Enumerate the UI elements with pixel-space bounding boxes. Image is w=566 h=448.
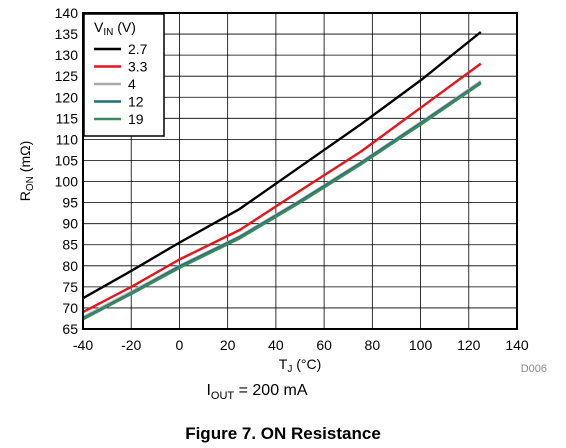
y-tick-label: 115 xyxy=(56,110,79,126)
x-tick-label: 20 xyxy=(220,337,236,353)
legend-label-12: 12 xyxy=(128,94,144,110)
figure-code: D006 xyxy=(521,363,547,375)
legend-title: VIN (V) xyxy=(94,19,136,38)
y-tick-label: 140 xyxy=(55,5,79,21)
y-tick-label: 135 xyxy=(55,26,79,42)
x-tick-label: 60 xyxy=(316,337,332,353)
y-axis-label: RON (mΩ) xyxy=(17,141,36,201)
y-tick-label: 120 xyxy=(55,89,79,105)
figure-caption: Figure 7. ON Resistance xyxy=(185,424,381,443)
legend-label-4: 4 xyxy=(128,76,136,92)
x-axis-label: TJ (°C) xyxy=(279,356,322,375)
series-line-2.7 xyxy=(82,31,482,300)
y-tick-label: 100 xyxy=(55,174,79,190)
x-tick-label: 0 xyxy=(176,337,184,353)
y-tick-label: 110 xyxy=(56,131,79,147)
y-tick-label: 75 xyxy=(62,279,78,295)
x-tick-label: 120 xyxy=(457,337,481,353)
y-tick-label: 90 xyxy=(62,216,78,232)
y-tick-label: 105 xyxy=(55,152,79,168)
y-tick-label: 95 xyxy=(62,195,78,211)
x-tick-label: 80 xyxy=(365,337,381,353)
y-tick-label: 70 xyxy=(62,300,78,316)
test-condition: IOUT = 200 mA xyxy=(206,382,308,403)
legend-label-3.3: 3.3 xyxy=(128,59,148,75)
x-tick-label: 100 xyxy=(409,337,433,353)
legend-label-2.7: 2.7 xyxy=(128,41,148,57)
y-tick-label: 80 xyxy=(62,258,78,274)
y-tick-label: 85 xyxy=(62,237,78,253)
x-tick-label: -40 xyxy=(73,337,93,353)
x-tick-label: -20 xyxy=(121,337,141,353)
x-tick-label: 40 xyxy=(268,337,284,353)
chart: 6570758085909510010511011512012513013514… xyxy=(17,5,547,375)
y-tick-label: 125 xyxy=(55,68,79,84)
y-tick-label: 130 xyxy=(55,47,79,63)
legend-box xyxy=(83,13,165,137)
y-tick-label: 65 xyxy=(62,321,78,337)
series-line-19 xyxy=(82,82,482,321)
series-line-3.3 xyxy=(82,62,482,314)
legend-label-19: 19 xyxy=(128,111,144,127)
x-tick-label: 140 xyxy=(505,337,529,353)
plot-frame xyxy=(82,12,518,330)
